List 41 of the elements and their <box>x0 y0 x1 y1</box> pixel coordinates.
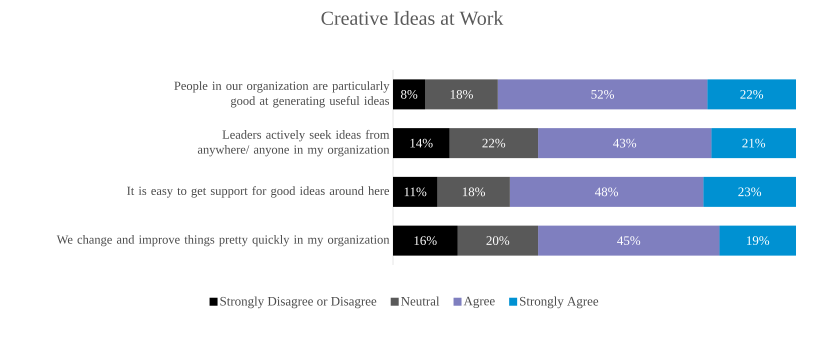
data-label: 18% <box>462 187 486 196</box>
data-label: 8% <box>401 90 418 99</box>
bar <box>538 128 712 158</box>
data-label: 16% <box>414 236 437 246</box>
y-tick-label: People in our organization are particularly good at generating useful ideas <box>174 81 390 108</box>
data-label: 14% <box>410 138 433 148</box>
bar <box>510 176 704 207</box>
bar <box>707 79 796 110</box>
bar <box>393 79 426 110</box>
data-label: 43% <box>613 138 636 148</box>
y-tick-label: Leaders actively seek ideas from anywhere/ anyone in my organization <box>198 130 390 156</box>
data-label: 18% <box>450 90 473 99</box>
data-label: 52% <box>591 90 614 99</box>
legend-label: Neutral <box>401 296 440 306</box>
bar <box>393 176 438 207</box>
bar <box>393 226 458 256</box>
bar <box>711 128 796 158</box>
data-label: 48% <box>594 187 618 196</box>
data-label: 22% <box>740 90 764 99</box>
chart-title: Creative Ideas at Work <box>322 10 504 26</box>
bar <box>449 128 538 158</box>
y-tick-label: It is easy to get support for good ideas around here <box>127 186 390 198</box>
legend-label: Strongly Disagree or Disagree <box>220 296 376 308</box>
legend-label: Agree <box>464 296 495 308</box>
data-label: 11% <box>404 187 426 196</box>
bar <box>498 79 708 110</box>
bar <box>437 176 510 207</box>
legend-label: Strongly Agree <box>520 296 598 308</box>
data-label: 19% <box>747 236 770 246</box>
bar <box>425 79 498 110</box>
y-tick-label: We change and improve things pretty quickly in my organization <box>56 234 390 246</box>
bar <box>457 226 538 256</box>
bar <box>538 226 720 256</box>
bar <box>703 176 796 207</box>
data-label: 45% <box>617 236 640 246</box>
data-label: 22% <box>482 138 506 148</box>
bar <box>719 226 796 256</box>
data-label: 20% <box>486 236 510 246</box>
data-label: 21% <box>742 138 766 148</box>
data-label: 23% <box>738 187 762 196</box>
bar <box>393 128 450 158</box>
